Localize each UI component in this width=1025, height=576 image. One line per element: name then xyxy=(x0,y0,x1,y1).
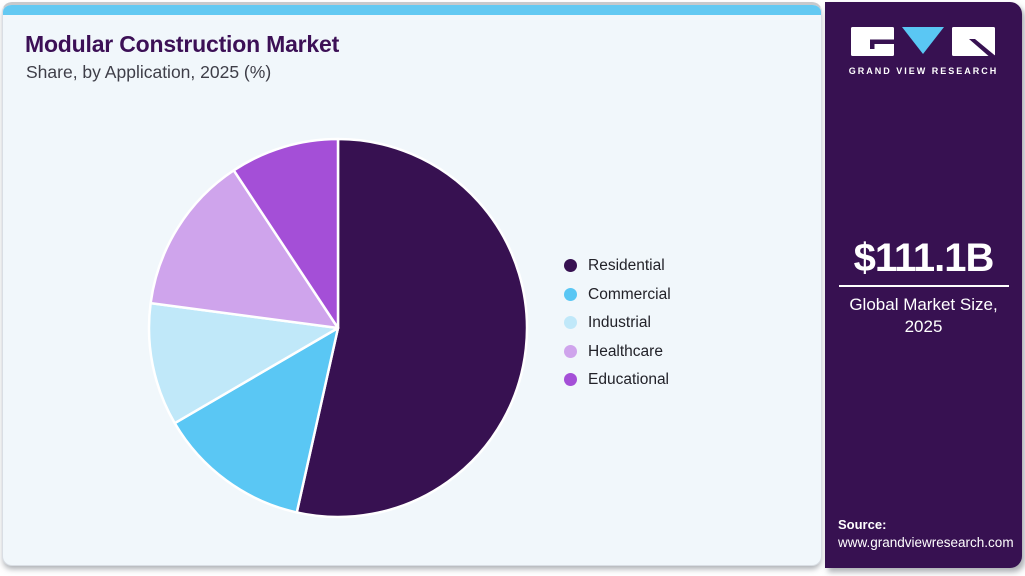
gvr-logo-icon xyxy=(850,27,998,59)
legend-label-commercial: Commercial xyxy=(588,285,671,303)
pie-chart xyxy=(147,137,529,519)
chart-card: Modular Construction Market Share, by Ap… xyxy=(2,2,822,566)
legend-item-residential: Residential xyxy=(564,257,671,274)
chart-subtitle: Share, by Application, 2025 (%) xyxy=(26,62,272,82)
pie-slice-residential xyxy=(295,137,529,519)
legend-swatch-educational xyxy=(564,373,577,386)
chart-title: Modular Construction Market xyxy=(25,31,340,57)
gvr-logo: GRAND VIEW RESEARCH xyxy=(825,26,1022,76)
sidebar: GRAND VIEW RESEARCH $111.1B Global Marke… xyxy=(825,2,1022,568)
source-block: Source: www.grandviewresearch.com xyxy=(838,516,1014,552)
legend-swatch-residential xyxy=(564,259,577,272)
legend-item-healthcare: Healthcare xyxy=(564,343,671,360)
legend-swatch-commercial xyxy=(564,287,577,301)
pie-slice-industrial xyxy=(147,301,340,425)
pie-slice-educational xyxy=(232,137,340,330)
market-size-value: $111.1B xyxy=(853,236,995,280)
caption-line-2: 2025 xyxy=(904,317,943,336)
source-url[interactable]: www.grandviewresearch.com xyxy=(838,535,1014,550)
legend-label-industrial: Industrial xyxy=(588,314,651,331)
legend-item-commercial: Commercial xyxy=(564,286,671,303)
legend-swatch-healthcare xyxy=(564,344,577,358)
legend-label-healthcare: Healthcare xyxy=(588,342,663,360)
market-size-divider xyxy=(838,285,1009,287)
legend: Residential Commercial Industrial Health… xyxy=(564,257,671,388)
pie-slice-commercial xyxy=(173,326,340,514)
legend-label-residential: Residential xyxy=(588,257,665,274)
legend-item-educational: Educational xyxy=(564,371,671,388)
source-label: Source: xyxy=(838,517,887,532)
legend-swatch-industrial xyxy=(564,316,577,329)
legend-label-educational: Educational xyxy=(588,371,670,388)
market-size-block: $111.1B Global Market Size, 2025 xyxy=(825,236,1022,338)
caption-line-1: Global Market Size, xyxy=(849,295,998,314)
market-size-caption: Global Market Size, 2025 xyxy=(825,294,1022,338)
legend-item-industrial: Industrial xyxy=(564,314,671,331)
pie-slice-healthcare xyxy=(149,169,340,330)
top-accent-bar xyxy=(3,5,821,15)
brand-name: GRAND VIEW RESEARCH xyxy=(848,66,999,76)
